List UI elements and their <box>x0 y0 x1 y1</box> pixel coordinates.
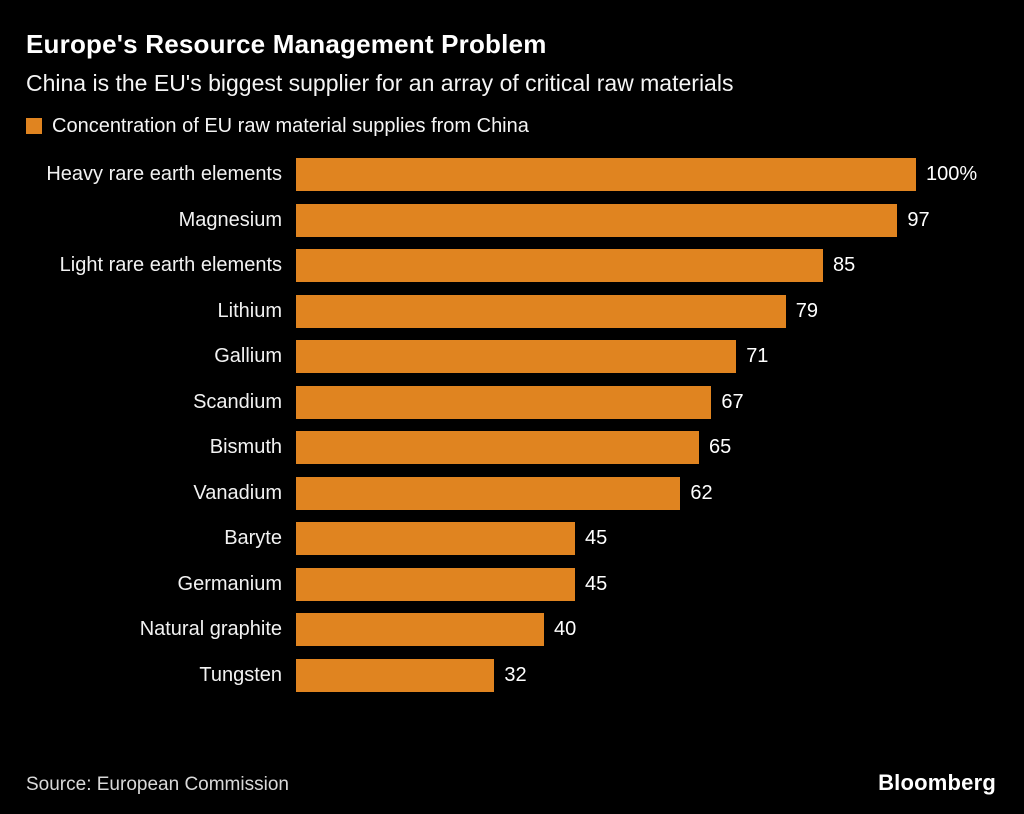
value-label: 32 <box>504 663 527 686</box>
bar-row: Baryte 45 <box>0 516 1024 562</box>
bar <box>296 567 575 601</box>
bar-track: 79 <box>296 294 1024 328</box>
legend-label: Concentration of EU raw material supplie… <box>52 114 529 137</box>
bar-track: 85 <box>296 249 1024 283</box>
bar-row: Heavy rare earth elements 100% <box>0 152 1024 198</box>
chart-legend: Concentration of EU raw material supplie… <box>26 115 1024 138</box>
bar <box>296 522 575 556</box>
bar-track: 62 <box>296 476 1024 510</box>
category-label: Magnesium <box>178 208 282 231</box>
category-label: Lithium <box>217 299 282 322</box>
value-label: 85 <box>833 254 856 277</box>
bar-chart: Heavy rare earth elements 100% Magnesium 97… <box>0 152 1024 698</box>
bar-track: 71 <box>296 340 1024 374</box>
value-label: 40 <box>554 618 577 641</box>
category-label: Tungsten <box>199 663 282 686</box>
category-label: Gallium <box>214 345 282 368</box>
bar-row: Scandium 67 <box>0 379 1024 425</box>
category-label: Light rare earth elements <box>59 254 282 277</box>
bar-track: 97 <box>296 203 1024 237</box>
bloomberg-logo: Bloomberg <box>878 770 996 795</box>
bar-track: 65 <box>296 431 1024 465</box>
bar-track: 67 <box>296 385 1024 419</box>
bar <box>296 294 786 328</box>
bar <box>296 158 916 192</box>
category-label: Vanadium <box>193 481 282 504</box>
bar-row: Natural graphite 40 <box>0 607 1024 653</box>
bar <box>296 385 712 419</box>
category-label: Natural graphite <box>139 618 282 641</box>
bar-track: 45 <box>296 522 1024 556</box>
bar <box>296 203 898 237</box>
value-label: 45 <box>585 527 608 550</box>
bar <box>296 249 823 283</box>
value-label: 79 <box>795 299 819 322</box>
bar-row: Bismuth 65 <box>0 425 1024 471</box>
category-label: Germanium <box>177 572 282 595</box>
bar-row: Magnesium 97 <box>0 197 1024 243</box>
value-label: 100% <box>926 163 978 186</box>
legend-swatch-icon <box>26 118 42 135</box>
category-label: Heavy rare earth elements <box>46 163 282 186</box>
bar <box>296 431 699 465</box>
category-label: Scandium <box>193 390 282 413</box>
bar-track: 40 <box>296 613 1024 647</box>
bar-track: 100% <box>296 158 1024 192</box>
chart-footer: Source: European Commission Bloomberg <box>0 770 1024 796</box>
value-label: 71 <box>746 345 769 368</box>
bar <box>296 476 681 510</box>
value-label: 67 <box>721 390 744 413</box>
chart-title: Europe's Resource Management Problem <box>26 29 547 59</box>
chart-subtitle: China is the EU's biggest supplier for a… <box>26 69 734 96</box>
bar <box>296 613 544 647</box>
bar-row: Light rare earth elements 85 <box>0 243 1024 289</box>
value-label: 45 <box>585 572 608 595</box>
value-label: 97 <box>907 208 930 231</box>
bar <box>296 340 737 374</box>
bar-row: Tungsten 32 <box>0 652 1024 698</box>
value-label: 65 <box>709 436 732 459</box>
bar-row: Vanadium 62 <box>0 470 1024 516</box>
bar-row: Lithium 79 <box>0 288 1024 334</box>
category-label: Bismuth <box>209 436 282 459</box>
category-label: Baryte <box>224 527 282 550</box>
bar <box>296 658 495 692</box>
bar-track: 45 <box>296 567 1024 601</box>
bar-track: 32 <box>296 658 1024 692</box>
source-note: Source: European Commission <box>26 774 289 795</box>
chart-header: Europe's Resource Management Problem Chi… <box>0 0 1024 97</box>
bar-row: Germanium 45 <box>0 561 1024 607</box>
bar-row: Gallium 71 <box>0 334 1024 380</box>
value-label: 62 <box>690 481 713 504</box>
